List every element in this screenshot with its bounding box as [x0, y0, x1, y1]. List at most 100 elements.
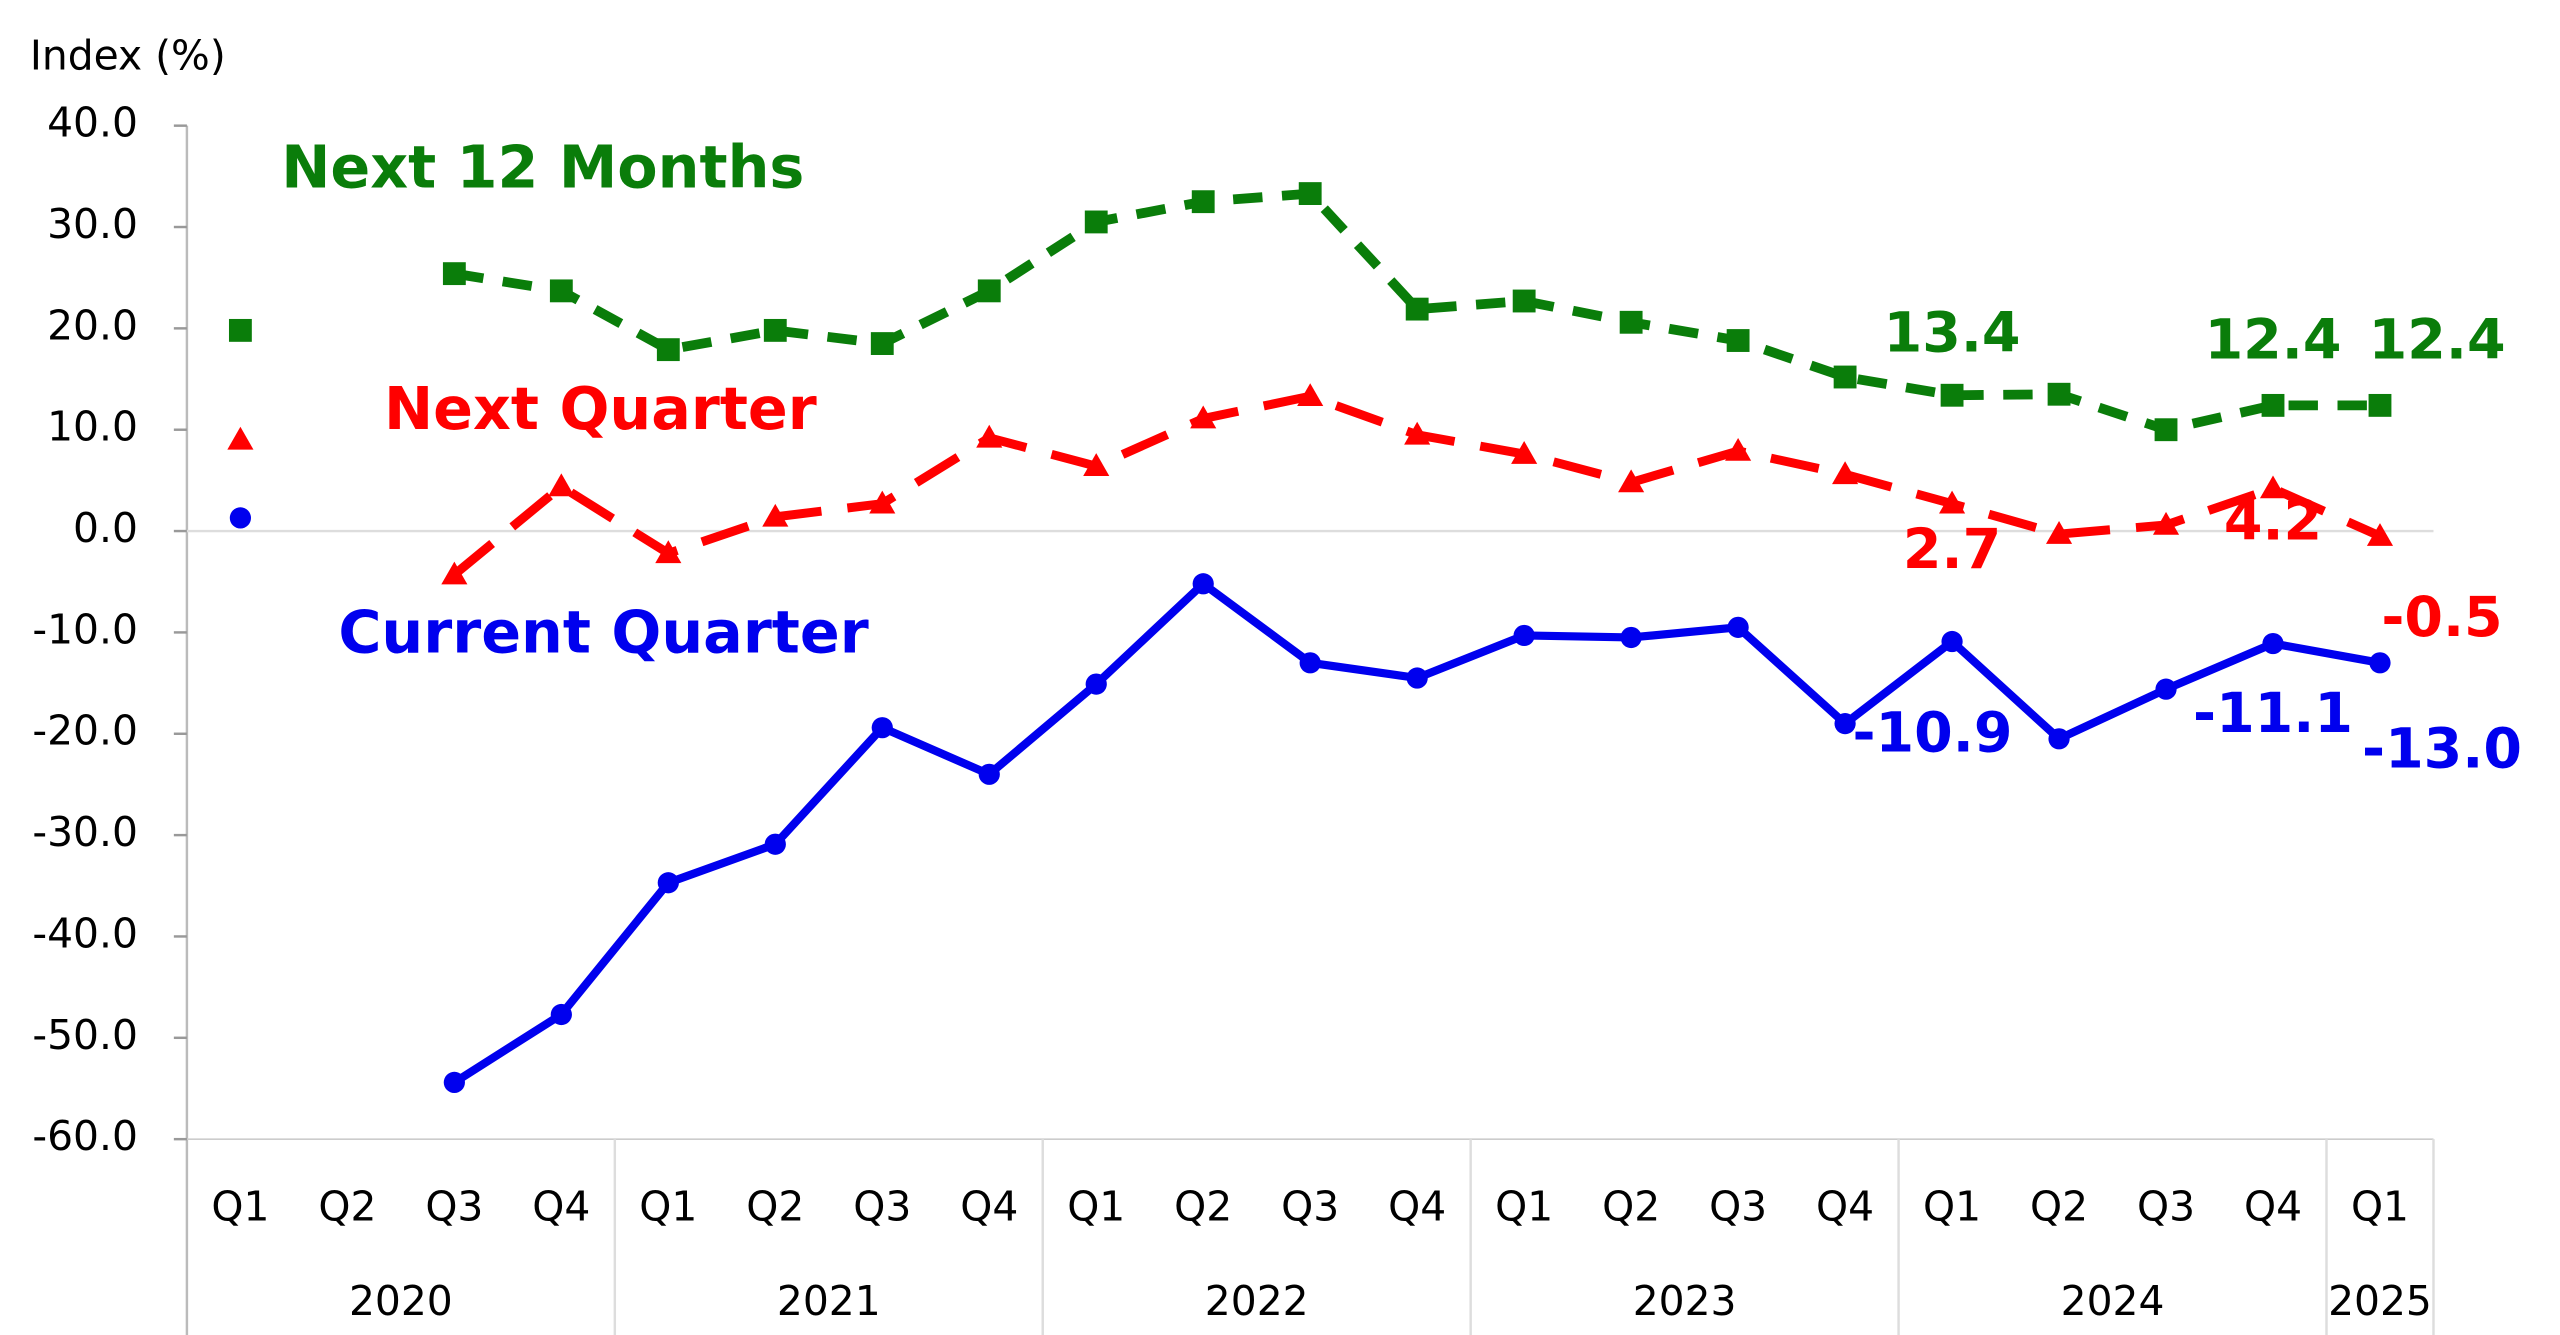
marker	[1939, 490, 1966, 514]
marker	[2154, 418, 2178, 442]
x-tick-label: Q3	[853, 1182, 911, 1230]
marker	[1191, 190, 1215, 214]
marker	[1406, 667, 1428, 689]
marker	[1832, 461, 1859, 485]
x-tick-label: Q3	[1709, 1182, 1767, 1230]
marker	[657, 872, 679, 894]
data-label: -11.1	[2193, 682, 2353, 746]
x-tick-label: Q2	[1602, 1182, 1660, 1230]
data-label: 13.4	[1884, 302, 2021, 366]
y-tick-label: -50.0	[32, 1011, 138, 1059]
marker	[1725, 437, 1752, 461]
marker	[1405, 297, 1429, 321]
marker	[1299, 652, 1321, 674]
marker	[2048, 728, 2070, 750]
marker	[1297, 383, 1324, 407]
marker	[763, 318, 787, 342]
marker	[1618, 469, 1645, 493]
marker	[1190, 405, 1217, 429]
marker	[2047, 382, 2071, 406]
year-label: 2021	[777, 1277, 881, 1325]
x-tick-label: Q1	[1067, 1182, 1125, 1230]
x-tick-label: Q4	[1816, 1182, 1874, 1230]
data-label: -13.0	[2362, 718, 2522, 782]
marker	[2366, 523, 2394, 546]
x-tick-label: Q2	[1174, 1182, 1232, 1230]
x-tick-label: Q3	[2137, 1182, 2195, 1230]
marker	[548, 473, 575, 497]
y-tick-label: 30.0	[47, 200, 138, 248]
marker	[1726, 329, 1750, 352]
marker	[227, 426, 254, 450]
marker	[1404, 421, 1431, 445]
y-tick-label: 10.0	[47, 403, 138, 451]
x-tick-label: Q1	[211, 1182, 269, 1230]
x-tick-label: Q1	[1495, 1182, 1553, 1230]
marker	[1619, 310, 1643, 334]
marker	[2155, 678, 2177, 700]
marker	[1085, 673, 1107, 695]
x-tick-label: Q1	[1923, 1182, 1981, 1230]
data-label: 4.2	[2224, 490, 2322, 554]
data-label: -10.9	[1853, 701, 2013, 765]
marker	[2368, 393, 2392, 417]
y-tick-label: 0.0	[73, 504, 138, 552]
x-tick-label: Q2	[746, 1182, 804, 1230]
year-label: 2025	[2328, 1277, 2432, 1325]
x-tick-label: Q2	[2030, 1182, 2088, 1230]
series-name: Next Quarter	[384, 374, 817, 443]
y-tick-label: 40.0	[47, 99, 138, 147]
marker	[1940, 383, 1964, 407]
marker	[1513, 624, 1535, 647]
marker	[443, 1071, 465, 1094]
year-label: 2024	[2061, 1277, 2165, 1325]
marker	[1727, 616, 1749, 638]
marker	[2262, 632, 2284, 655]
x-tick-label: Q1	[639, 1182, 697, 1230]
data-label: 2.7	[1903, 518, 2001, 582]
marker	[1833, 365, 1857, 389]
marker	[1192, 573, 1214, 595]
series-name: Next 12 Months	[281, 132, 804, 201]
marker	[2259, 475, 2287, 499]
marker	[1298, 182, 1322, 205]
marker	[1620, 626, 1642, 649]
y-tick-label: -40.0	[32, 909, 138, 957]
marker	[977, 279, 1001, 303]
x-tick-label: Q4	[960, 1182, 1018, 1230]
y-tick-label: -30.0	[32, 808, 138, 856]
y-tick-label: -10.0	[32, 605, 138, 653]
year-label: 2023	[1633, 1277, 1737, 1325]
marker	[2152, 511, 2180, 535]
marker	[229, 507, 252, 529]
marker	[2369, 652, 2391, 674]
year-label: 2020	[349, 1277, 453, 1325]
marker	[870, 332, 894, 355]
marker	[1512, 289, 1536, 313]
y-tick-label: 20.0	[47, 301, 138, 349]
y-tick-label: -20.0	[32, 707, 138, 755]
marker	[2261, 393, 2285, 417]
marker	[228, 318, 252, 342]
marker	[441, 561, 468, 585]
marker	[978, 763, 1000, 785]
x-tick-label: Q4	[2244, 1182, 2302, 1230]
marker	[1083, 453, 1110, 476]
data-label: -0.5	[2381, 586, 2502, 650]
marker	[655, 540, 682, 564]
marker	[762, 503, 789, 527]
x-tick-label: Q4	[1388, 1182, 1446, 1230]
data-label: 12.4	[2369, 308, 2506, 372]
series-name: Current Quarter	[338, 598, 868, 667]
marker	[1834, 713, 1856, 735]
marker	[442, 262, 466, 286]
marker	[2045, 521, 2073, 544]
x-tick-label: Q4	[532, 1182, 590, 1230]
x-tick-label: Q1	[2351, 1182, 2409, 1230]
marker	[871, 717, 893, 739]
marker	[976, 424, 1003, 448]
year-label: 2022	[1205, 1277, 1309, 1325]
marker	[656, 338, 680, 362]
